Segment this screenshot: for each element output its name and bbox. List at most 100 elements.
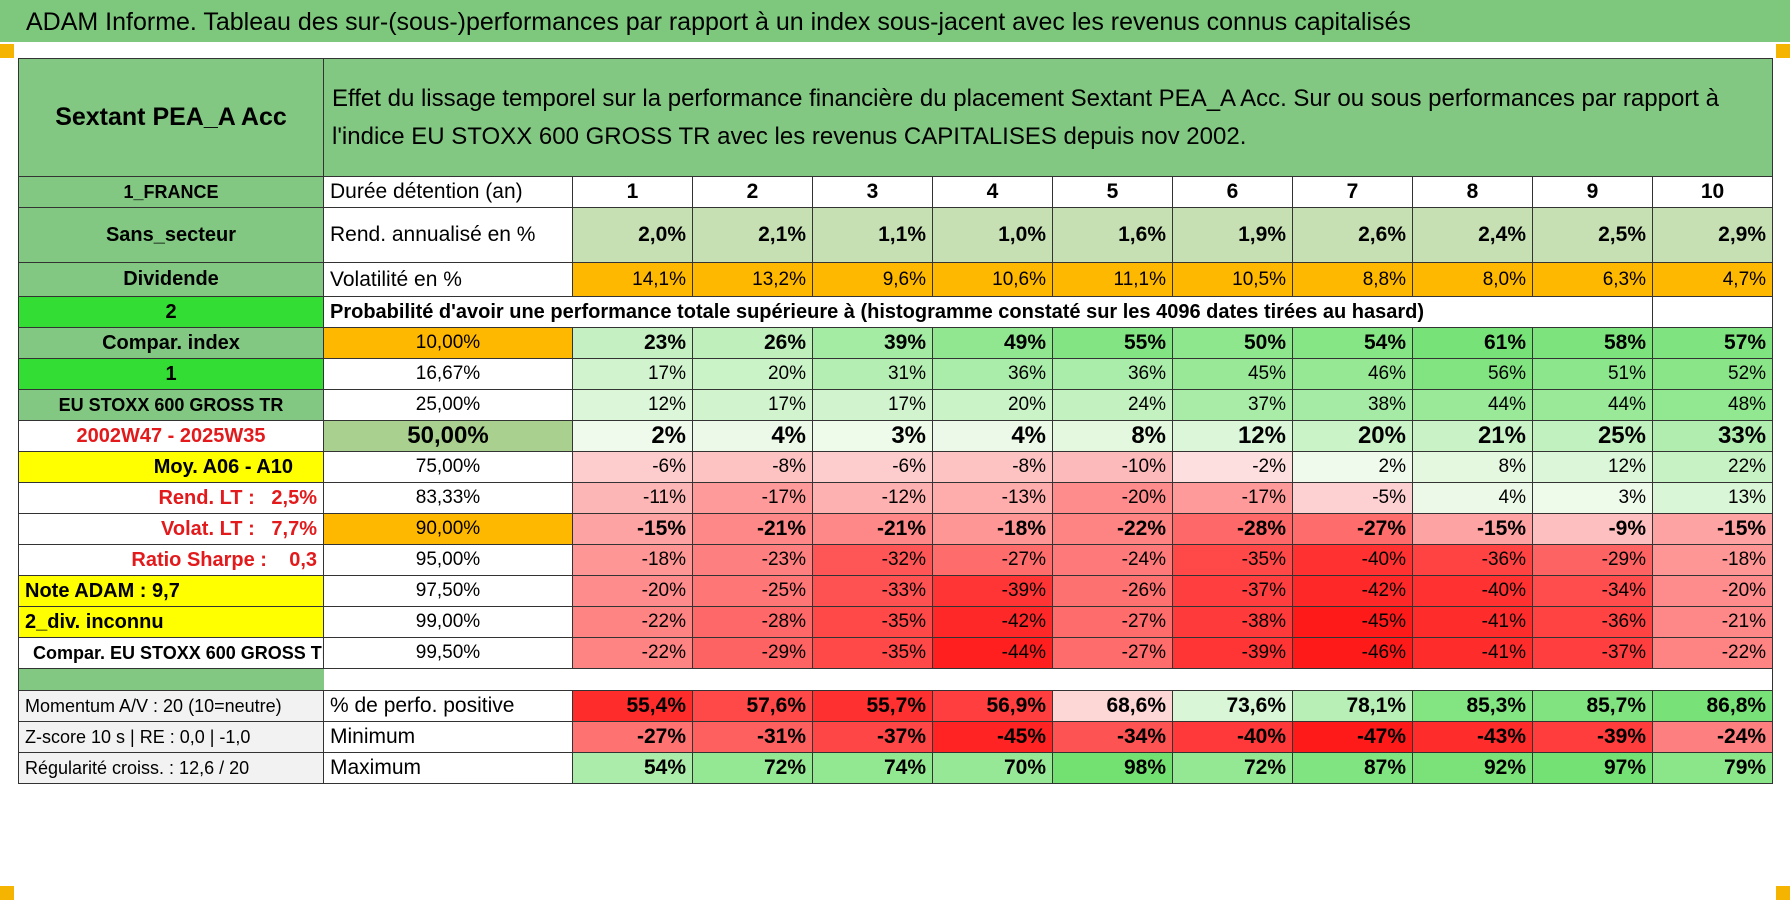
rend-value[interactable]: 1,6% [1052,207,1173,263]
minimum-value[interactable]: -43% [1412,721,1533,753]
probability-value[interactable]: -38% [1172,606,1293,638]
probability-value[interactable]: -42% [1292,575,1413,607]
selection-handle-bottom-left[interactable] [0,886,14,900]
year-header[interactable]: 8 [1412,176,1533,208]
probability-value[interactable]: -41% [1412,637,1533,669]
pct-positive-value[interactable]: 68,6% [1052,690,1173,722]
probability-value[interactable]: -27% [1052,637,1173,669]
probability-value[interactable]: -17% [692,482,813,514]
probability-value[interactable]: -18% [932,513,1053,545]
rend-value[interactable]: 2,9% [1651,207,1774,263]
probability-value[interactable]: -28% [692,606,813,638]
probability-value[interactable]: -20% [1651,575,1774,607]
probability-value[interactable]: -27% [1052,606,1173,638]
momentum-cell[interactable]: Momentum A/V : 20 (10=neutre) [18,690,324,722]
probability-value[interactable]: -10% [1052,451,1173,483]
probability-value[interactable]: -44% [932,637,1053,669]
probability-value[interactable]: 50% [1172,327,1293,359]
minimum-value[interactable]: -24% [1651,721,1774,753]
probability-value[interactable]: 12% [1532,451,1653,483]
probability-value[interactable]: -20% [1052,482,1173,514]
probability-value[interactable]: 45% [1172,358,1293,390]
probability-value[interactable]: -21% [1651,606,1774,638]
probability-value[interactable]: -25% [692,575,813,607]
threshold-cell[interactable]: 83,33% [323,482,573,514]
probability-value[interactable]: -8% [692,451,813,483]
probability-value[interactable]: -32% [812,544,933,576]
minimum-value[interactable]: -27% [572,721,693,753]
probability-value[interactable]: -5% [1292,482,1413,514]
rend-value[interactable]: 2,4% [1412,207,1533,263]
probability-value[interactable]: 4% [692,420,813,452]
probability-value[interactable]: -6% [812,451,933,483]
probability-value[interactable]: 61% [1412,327,1533,359]
volat-value[interactable]: 8,8% [1292,262,1413,297]
probability-value[interactable]: -42% [932,606,1053,638]
year-header[interactable]: 10 [1651,176,1774,208]
zscore-cell[interactable]: Z-score 10 s | RE : 0,0 | -1,0 [18,721,324,753]
probability-value[interactable]: -26% [1052,575,1173,607]
div-inconnu-cell[interactable]: 2_div. inconnu [18,606,324,638]
volat-label[interactable]: Volatilité en % [323,262,573,297]
probability-value[interactable]: 24% [1052,389,1173,421]
probability-value[interactable]: -45% [1292,606,1413,638]
probability-value[interactable]: 2% [572,420,693,452]
pct-positive-value[interactable]: 57,6% [692,690,813,722]
threshold-cell[interactable]: 10,00% [323,327,573,359]
index-name-cell[interactable]: EU STOXX 600 GROSS TR [18,389,324,421]
probability-value[interactable]: 58% [1532,327,1653,359]
probability-value[interactable]: -11% [572,482,693,514]
probability-value[interactable]: 20% [932,389,1053,421]
pct-positive-value[interactable]: 78,1% [1292,690,1413,722]
threshold-cell[interactable]: 97,50% [323,575,573,607]
threshold-cell[interactable]: 25,00% [323,389,573,421]
probability-label[interactable]: Probabilité d'avoir une performance tota… [323,296,1533,328]
spacer-cell[interactable] [323,668,1774,691]
year-header[interactable]: 1 [572,176,693,208]
probability-value[interactable]: -37% [1532,637,1653,669]
probability-value[interactable]: 3% [1532,482,1653,514]
pct-positive-value[interactable]: 55,4% [572,690,693,722]
year-header[interactable]: 6 [1172,176,1293,208]
threshold-cell[interactable]: 50,00% [323,420,573,452]
probability-value[interactable]: 8% [1412,451,1533,483]
volat-value[interactable]: 13,2% [692,262,813,297]
sharpe-cell[interactable]: Ratio Sharpe : 0,3 [18,544,324,576]
pct-positive-value[interactable]: 85,3% [1412,690,1533,722]
probability-value[interactable]: -27% [1292,513,1413,545]
threshold-cell[interactable]: 99,00% [323,606,573,638]
probability-value[interactable]: -35% [1172,544,1293,576]
maximum-value[interactable]: 54% [572,752,693,784]
probability-value[interactable]: 33% [1651,420,1774,452]
probability-value[interactable]: 36% [1052,358,1173,390]
probability-value[interactable]: 23% [572,327,693,359]
maximum-value[interactable]: 70% [932,752,1053,784]
minimum-value[interactable]: -40% [1172,721,1293,753]
rend-value[interactable]: 1,9% [1172,207,1293,263]
rend-value[interactable]: 2,5% [1532,207,1653,263]
minimum-value[interactable]: -45% [932,721,1053,753]
volat-value[interactable]: 6,3% [1532,262,1653,297]
probability-value[interactable]: 56% [1412,358,1533,390]
probability-value[interactable]: 4% [1412,482,1533,514]
probability-value[interactable]: -6% [572,451,693,483]
pct-positive-value[interactable]: 56,9% [932,690,1053,722]
probability-value[interactable]: -2% [1172,451,1293,483]
probability-value[interactable]: -9% [1532,513,1653,545]
threshold-cell[interactable]: 95,00% [323,544,573,576]
maximum-value[interactable]: 98% [1052,752,1173,784]
pct-pos-label[interactable]: % de perfo. positive [323,690,573,722]
year-header[interactable]: 5 [1052,176,1173,208]
moy-cell[interactable]: Moy. A06 - A10 [18,451,324,483]
probability-value[interactable]: -22% [1651,637,1774,669]
probability-value[interactable]: -17% [1172,482,1293,514]
fund-name-cell[interactable]: Sextant PEA_A Acc [18,58,324,177]
rend-value[interactable]: 1,0% [932,207,1053,263]
period-cell[interactable]: 2002W47 - 2025W35 [18,420,324,452]
probability-value[interactable]: 48% [1651,389,1774,421]
rend-lt-cell[interactable]: Rend. LT : 2,5% [18,482,324,514]
probability-value[interactable]: 25% [1532,420,1653,452]
minimum-value[interactable]: -37% [812,721,933,753]
probability-value[interactable]: -15% [572,513,693,545]
num2-cell[interactable]: 2 [18,296,324,328]
